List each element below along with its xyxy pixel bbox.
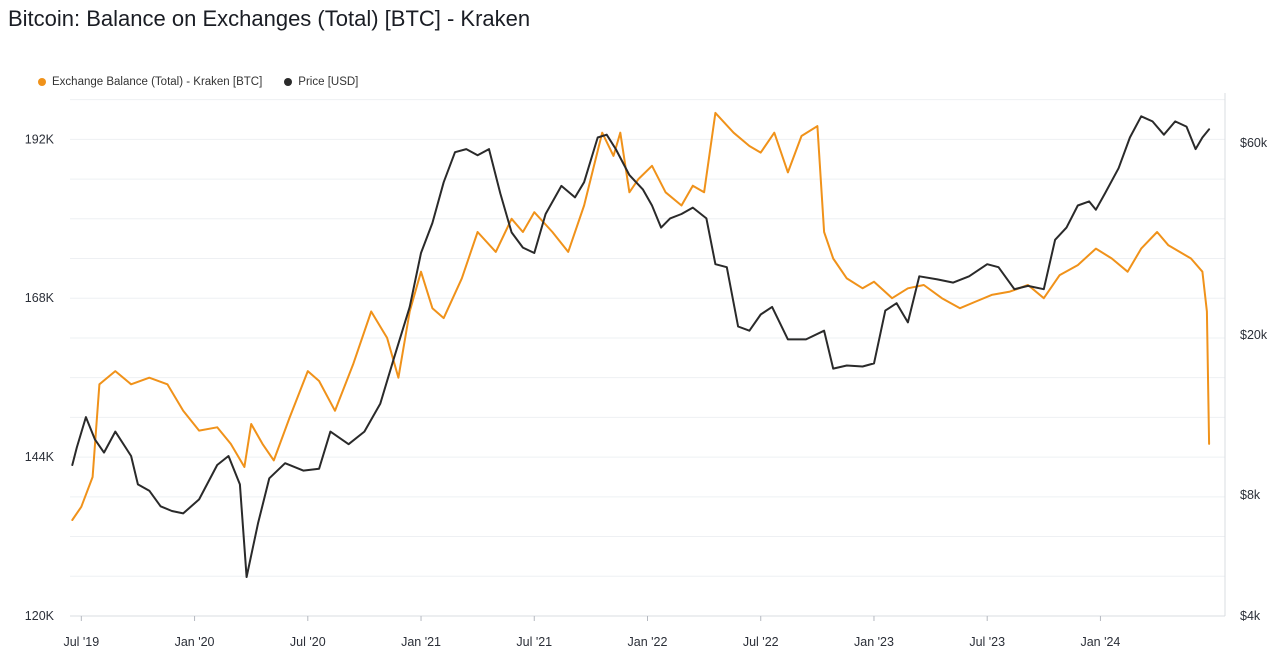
x-tick-label-9: Jan '24 <box>1080 635 1120 649</box>
y-left-tick-2: 144K <box>25 450 55 464</box>
x-tick-label-4: Jul '21 <box>516 635 552 649</box>
x-tick-label-8: Jul '23 <box>969 635 1005 649</box>
legend-item-price[interactable]: Price [USD] <box>284 76 358 88</box>
x-tick-label-0: Jul '19 <box>63 635 99 649</box>
y-left-tick-0: 192K <box>25 132 55 146</box>
y-right-tick-2: $8k <box>1240 488 1261 502</box>
legend-item-balance[interactable]: Exchange Balance (Total) - Kraken [BTC] <box>38 76 262 88</box>
legend-dot-price <box>284 78 293 86</box>
y-right-tick-3: $4k <box>1240 609 1261 623</box>
legend-dot-balance <box>38 78 46 86</box>
y-right-tick-0: $60k <box>1240 136 1268 150</box>
legend: Exchange Balance (Total) - Kraken [BTC] … <box>38 76 358 88</box>
x-tick-label-2: Jul '20 <box>290 635 326 649</box>
y-left-tick-1: 168K <box>25 291 55 305</box>
x-tick-label-3: Jan '21 <box>401 635 441 649</box>
series-line-exchange-balance <box>71 111 1211 521</box>
chart-title: Bitcoin: Balance on Exchanges (Total) [B… <box>8 6 531 31</box>
x-tick-label-7: Jan '23 <box>854 635 894 649</box>
legend-label-price: Price [USD] <box>298 76 359 88</box>
y-right-tick-1: $20k <box>1240 328 1268 342</box>
legend-label-balance: Exchange Balance (Total) - Kraken [BTC] <box>52 76 263 88</box>
y-left-tick-3: 120K <box>25 609 55 623</box>
x-tick-label-1: Jan '20 <box>175 635 215 649</box>
x-tick-label-6: Jul '22 <box>743 635 779 649</box>
x-tick-label-5: Jan '22 <box>628 635 668 649</box>
series-line-price <box>71 115 1211 578</box>
